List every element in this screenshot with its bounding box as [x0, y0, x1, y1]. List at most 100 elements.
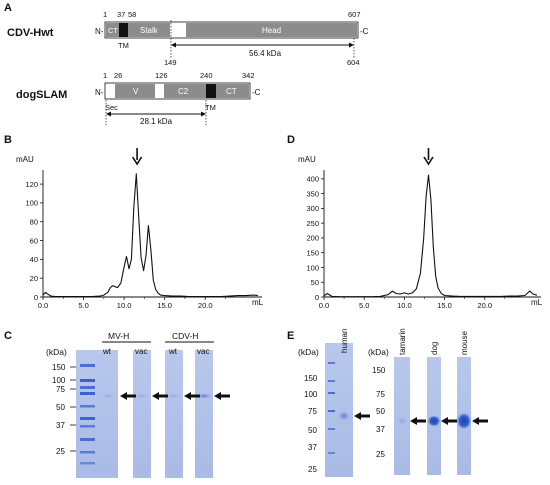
gel-c-lane-label-wt2: wt	[168, 347, 178, 356]
cdv-tick-58: 58	[128, 10, 136, 19]
panel-d: D mAU mL 0 50 100 150 200 250 300 350 400 0.0 5.0 1…	[287, 134, 543, 310]
panel-e-letter: E	[287, 330, 294, 342]
chart-d-x-tick-label: 5.0	[359, 301, 369, 310]
chart-b-ylabel: mAU	[16, 155, 34, 164]
ladder-band	[80, 462, 95, 465]
slam-tick-126: 126	[155, 71, 168, 80]
panel-a: A CDV-Hwt N- -C CT Stalk Head 1 37 58 60…	[4, 2, 369, 126]
chart-d-ylabel: mAU	[298, 155, 316, 164]
chart-d-y-tick-label: 150	[306, 248, 319, 257]
panel-e: E (kDa) 150 100 75 50 37 25 human (kDa) …	[287, 328, 488, 477]
chart-d-y-tick-label: 0	[315, 293, 319, 302]
gel-e-band-human	[337, 410, 351, 422]
gel-e-right-marker-75: 75	[376, 390, 385, 399]
slam-c2-label: C2	[178, 87, 189, 96]
gel-c-ladder-bands	[80, 364, 95, 465]
chart-b-trace	[42, 173, 258, 298]
ladder-band	[80, 386, 95, 389]
slam-c-term: -C	[252, 88, 261, 97]
chart-b-xlabel: mL	[252, 298, 264, 307]
left-arrow-icon	[152, 392, 168, 400]
chart-b-x-tick-label: 15.0	[157, 301, 172, 310]
gel-e-left-marker-75: 75	[308, 407, 317, 416]
slam-v-domain	[115, 84, 155, 98]
chart-d-x-tick-label: 20.0	[477, 301, 492, 310]
gel-c-band-mv-vac	[134, 393, 150, 399]
ladder-band	[80, 392, 95, 395]
cdv-h-schematic: CDV-Hwt N- -C CT Stalk Head 1 37 58 607 …	[7, 10, 369, 67]
cdv-tick-1: 1	[103, 10, 107, 19]
left-arrow-icon	[354, 412, 370, 420]
chart-d-x-tick-label: 15.0	[437, 301, 452, 310]
left-arrow-icon	[410, 417, 426, 425]
gel-c-lane-label-wt1: wt	[102, 347, 112, 356]
ladder-band	[328, 392, 335, 394]
gel-c-marker-25: 25	[56, 447, 65, 456]
gel-e-lane-tamarin-label: tamarin	[398, 328, 407, 355]
gel-c-marker-75: 75	[56, 385, 65, 394]
gel-c-marker-labels: 150 100 75 50 37 25	[52, 363, 76, 456]
chart-b-x-tick-label: 10.0	[117, 301, 132, 310]
gel-c-lane-cdv-vac	[195, 350, 213, 478]
cdv-stalk-label: Stalk	[140, 26, 159, 35]
chart-d-y-tick-label: 250	[306, 219, 319, 228]
gel-c-marker-37: 37	[56, 421, 65, 430]
slam-tick-1: 1	[103, 71, 107, 80]
chart-b-x-tick-label: 20.0	[198, 301, 213, 310]
gel-c-kda-label: (kDa)	[46, 347, 67, 357]
ladder-band	[80, 451, 95, 454]
chart-b: 0 20 40 60 80 100 120 0.0 5.0 10.0 15.0 20.0	[25, 148, 262, 310]
gel-e-kda-label-right: (kDa)	[368, 347, 389, 357]
chart-d-y-tick-label: 50	[311, 278, 319, 287]
chart-b-x-tick-label: 0.0	[38, 301, 48, 310]
chart-b-y-tick-label: 0	[34, 293, 38, 302]
chart-d-y-tick-label: 300	[306, 204, 319, 213]
ladder-band	[80, 379, 95, 382]
panel-a-letter: A	[4, 2, 12, 14]
cdv-tm-label: TM	[118, 41, 129, 50]
left-arrow-icon	[214, 392, 230, 400]
cdv-tick-607: 607	[348, 10, 361, 19]
ladder-band	[80, 425, 95, 428]
chart-b-x-tick-label: 5.0	[78, 301, 88, 310]
chart-b-y-tick-label: 80	[30, 218, 38, 227]
cdv-stalk-domain	[128, 23, 170, 37]
chart-b-down-arrow-icon	[131, 156, 143, 166]
slam-n-term: N-	[95, 88, 104, 97]
chart-b-y-tick-label: 60	[30, 236, 38, 245]
gel-c-marker-100: 100	[52, 376, 66, 385]
cdv-tick-149: 149	[164, 58, 177, 67]
chart-d-x-tick-label: 0.0	[319, 301, 329, 310]
gel-e-human-ladder	[328, 362, 335, 454]
chart-d-x-tick-label: 10.0	[397, 301, 412, 310]
gel-c-band-cdv-vac	[195, 392, 213, 400]
gel-c-group-mv-h: MV-H	[108, 331, 129, 341]
gel-c-marker-lane	[76, 350, 98, 478]
ladder-band	[328, 362, 335, 364]
gel-e-band-tamarin	[395, 416, 409, 426]
gel-e-lane-dog-label: dog	[430, 342, 439, 355]
gel-c-band-cdv-wt	[166, 393, 182, 399]
ladder-band	[80, 438, 95, 441]
gel-c-arrows	[120, 392, 230, 400]
cdv-tick-37: 37	[117, 10, 125, 19]
cdv-mass-label: 56.4 kDa	[249, 49, 282, 58]
cdv-tick-604: 604	[347, 58, 360, 67]
chart-d-down-arrow-icon	[423, 156, 434, 166]
panel-b-letter: B	[4, 134, 12, 146]
slam-tick-240: 240	[200, 71, 213, 80]
gel-e-right-marker-50: 50	[376, 407, 385, 416]
left-arrow-icon	[441, 417, 457, 425]
gel-c-marker-50: 50	[56, 403, 65, 412]
cdv-head-domain	[186, 23, 357, 37]
gel-e-right-marker-37: 37	[376, 425, 385, 434]
slam-tick-342: 342	[242, 71, 255, 80]
gel-e-band-mouse	[456, 412, 472, 430]
slam-tm-label: TM	[205, 103, 216, 112]
gel-e-left-markers: 150 100 75 50 37 25	[304, 374, 318, 474]
gel-c-band-mv-wt	[100, 393, 116, 399]
slam-tm-domain	[206, 84, 216, 98]
left-arrow-icon	[184, 392, 200, 400]
slam-ct-label: CT	[226, 87, 237, 96]
